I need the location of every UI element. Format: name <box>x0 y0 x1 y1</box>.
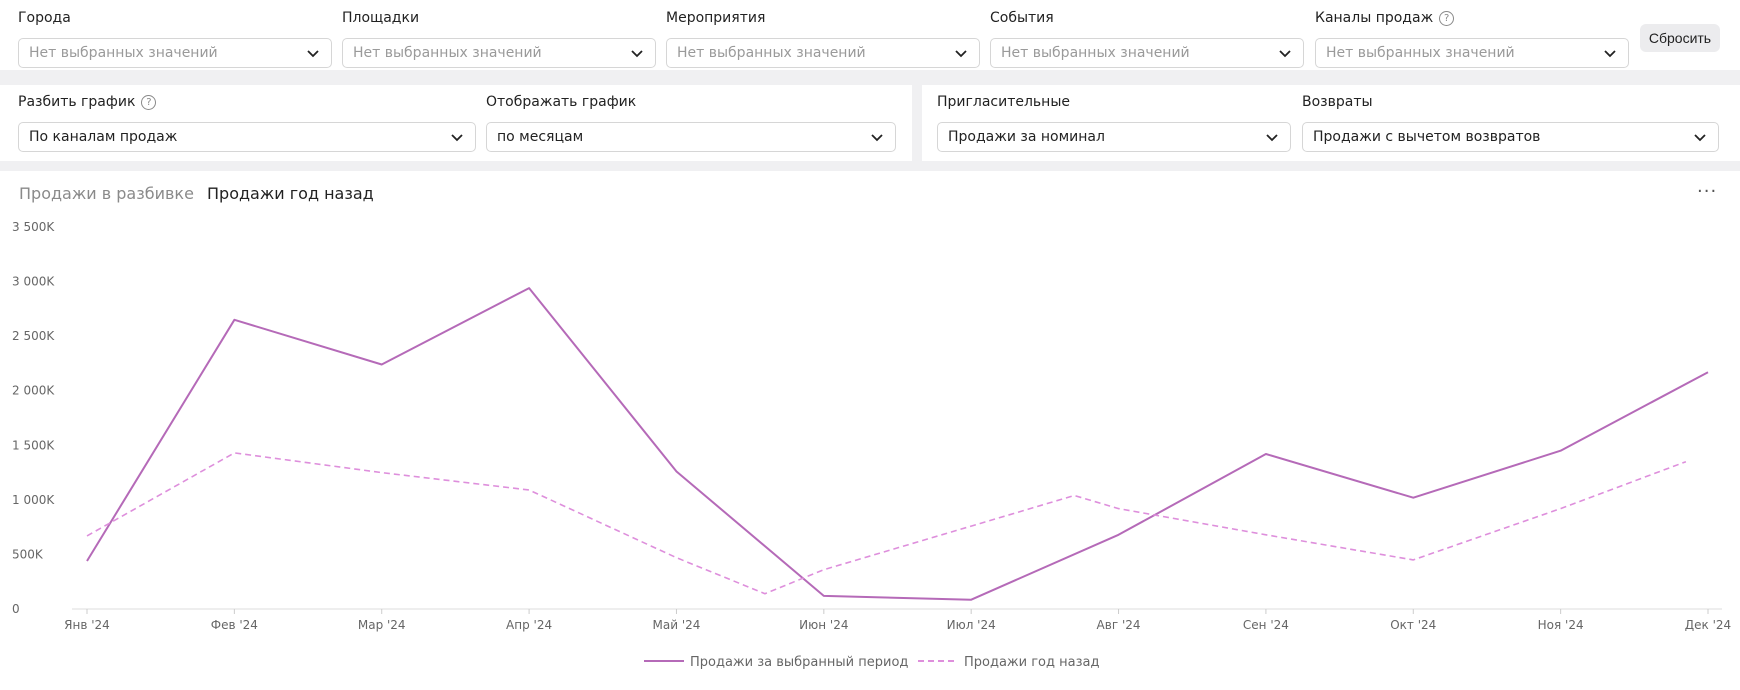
chevron-down-icon <box>451 134 463 142</box>
x-tick-label: Май '24 <box>653 618 701 632</box>
invites-label: Пригласительные <box>937 94 1070 110</box>
x-tick-label: Сен '24 <box>1243 618 1289 632</box>
filter-label-text: Города <box>18 10 71 26</box>
y-tick-label: 2 000K <box>12 384 55 398</box>
x-tick-label: Окт '24 <box>1390 618 1436 632</box>
series-line-1 <box>86 452 1687 595</box>
filter-placeholder: Нет выбранных значений <box>29 45 218 61</box>
filter-select-4[interactable]: Нет выбранных значений <box>1315 38 1629 68</box>
x-tick-label: Дек '24 <box>1685 618 1731 632</box>
filter-label-3: События <box>990 10 1054 26</box>
y-tick-label: 1 500K <box>12 438 55 452</box>
filter-placeholder: Нет выбранных значений <box>677 45 866 61</box>
chevron-down-icon <box>307 50 319 58</box>
filter-label-text: Каналы продаж <box>1315 10 1434 26</box>
split-select[interactable]: По каналам продаж <box>18 122 476 152</box>
split-label: Разбить график ? <box>18 94 157 110</box>
filter-label-2: Мероприятия <box>666 10 765 26</box>
tab-sales-breakdown[interactable]: Продажи в разбивке <box>19 184 194 203</box>
filter-placeholder: Нет выбранных значений <box>353 45 542 61</box>
x-tick-label: Апр '24 <box>506 618 552 632</box>
display-label: Отображать график <box>486 94 636 110</box>
x-tick-label: Июн '24 <box>799 618 848 632</box>
y-tick-label: 3 000K <box>12 275 55 289</box>
filter-select-3[interactable]: Нет выбранных значений <box>990 38 1304 68</box>
help-icon[interactable]: ? <box>1439 10 1455 26</box>
chevron-down-icon <box>1604 50 1616 58</box>
filter-label-text: Мероприятия <box>666 10 766 26</box>
sales-line-chart: 0 500K 1 000K 1 500K 2 000K 2 500K 3 000K 3 500… <box>12 220 1731 670</box>
chevron-down-icon <box>1266 134 1278 142</box>
legend-label: Продажи за выбранный период <box>690 655 908 670</box>
chevron-down-icon <box>871 134 883 142</box>
split-select-value: По каналам продаж <box>29 129 178 145</box>
help-icon[interactable]: ? <box>141 94 157 110</box>
returns-label: Возвраты <box>1302 94 1373 110</box>
invites-label-text: Пригласительные <box>937 94 1070 110</box>
x-tick-label: Июл '24 <box>947 618 996 632</box>
filter-select-0[interactable]: Нет выбранных значений <box>18 38 332 68</box>
x-tick-label: Фев '24 <box>211 618 258 632</box>
more-options-icon[interactable]: ··· <box>1697 181 1718 202</box>
filter-label-0: Города <box>18 10 71 26</box>
returns-select-value: Продажи с вычетом возвратов <box>1313 129 1541 145</box>
filter-label-4: Каналы продаж? <box>1315 10 1455 26</box>
x-tick-label: Янв '24 <box>64 618 110 632</box>
series-line-0 <box>86 287 1709 601</box>
filter-select-1[interactable]: Нет выбранных значений <box>342 38 656 68</box>
chart-panel <box>0 171 1740 690</box>
filter-placeholder: Нет выбранных значений <box>1326 45 1515 61</box>
y-tick-label: 1 000K <box>12 493 55 507</box>
y-tick-label: 500K <box>12 547 44 561</box>
legend-label: Продажи год назад <box>964 655 1099 670</box>
returns-select[interactable]: Продажи с вычетом возвратов <box>1302 122 1719 152</box>
y-tick-label: 2 500K <box>12 329 55 343</box>
filter-label-text: События <box>990 10 1054 26</box>
chevron-down-icon <box>1279 50 1291 58</box>
filter-label-1: Площадки <box>342 10 419 26</box>
chevron-down-icon <box>955 50 967 58</box>
filter-placeholder: Нет выбранных значений <box>1001 45 1190 61</box>
split-label-text: Разбить график <box>18 94 136 110</box>
reset-button[interactable]: Сбросить <box>1640 24 1720 52</box>
display-select-value: по месяцам <box>497 129 584 145</box>
invites-select-value: Продажи за номинал <box>948 129 1105 145</box>
invites-select[interactable]: Продажи за номинал <box>937 122 1291 152</box>
filter-label-text: Площадки <box>342 10 420 26</box>
y-tick-label: 3 500K <box>12 220 55 234</box>
y-tick-label: 0 <box>12 602 20 616</box>
filter-select-2[interactable]: Нет выбранных значений <box>666 38 980 68</box>
chevron-down-icon <box>1694 134 1706 142</box>
x-tick-label: Авг '24 <box>1097 618 1141 632</box>
chevron-down-icon <box>631 50 643 58</box>
returns-label-text: Возвраты <box>1302 94 1373 110</box>
display-select[interactable]: по месяцам <box>486 122 896 152</box>
display-label-text: Отображать график <box>486 94 637 110</box>
x-tick-label: Ноя '24 <box>1538 618 1584 632</box>
x-tick-label: Мар '24 <box>358 618 406 632</box>
tab-sales-year-ago[interactable]: Продажи год назад <box>207 184 374 203</box>
